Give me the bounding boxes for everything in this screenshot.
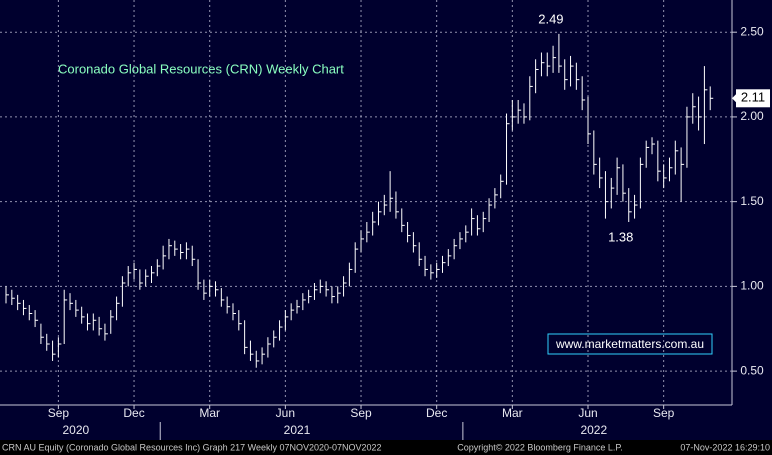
last-price-pointer: [732, 93, 737, 104]
watermark-box: [547, 333, 713, 355]
x-tick-label: Jun: [578, 406, 597, 420]
year-label: 2021: [284, 423, 311, 437]
last-price-box: [736, 89, 770, 108]
last-price-label: 2.11: [741, 90, 765, 105]
y-tick-label: 2.00: [740, 109, 764, 123]
footer-right: 07-Nov-2022 16:29:10: [680, 442, 770, 452]
x-tick-label: Mar: [199, 406, 220, 420]
x-tick-label: Jun: [276, 406, 295, 420]
x-tick-label: Sep: [350, 406, 372, 420]
y-tick-label: 0.50: [740, 363, 764, 377]
x-tick-label: Mar: [502, 406, 523, 420]
footer-center: Copyright© 2022 Bloomberg Finance L.P.: [457, 442, 623, 452]
watermark: www.marketmatters.com.au: [555, 337, 704, 351]
footer-left: CRN AU Equity (Coronado Global Resources…: [2, 442, 382, 452]
year-label: 2022: [580, 423, 607, 437]
y-tick-label: 1.00: [740, 279, 764, 293]
x-tick-label: Sep: [653, 406, 675, 420]
year-label: 2020: [62, 423, 89, 437]
y-tick-label: 2.50: [740, 24, 764, 38]
x-tick-label: Sep: [48, 406, 70, 420]
chart-title: Coronado Global Resources (CRN) Weekly C…: [58, 61, 344, 76]
x-tick-label: Dec: [123, 406, 144, 420]
annotation: 1.38: [608, 229, 633, 244]
footer-bar: [0, 440, 772, 455]
background: [0, 0, 772, 440]
annotation: 2.49: [538, 11, 563, 26]
x-tick-label: Dec: [426, 406, 447, 420]
y-tick-label: 1.50: [740, 194, 764, 208]
